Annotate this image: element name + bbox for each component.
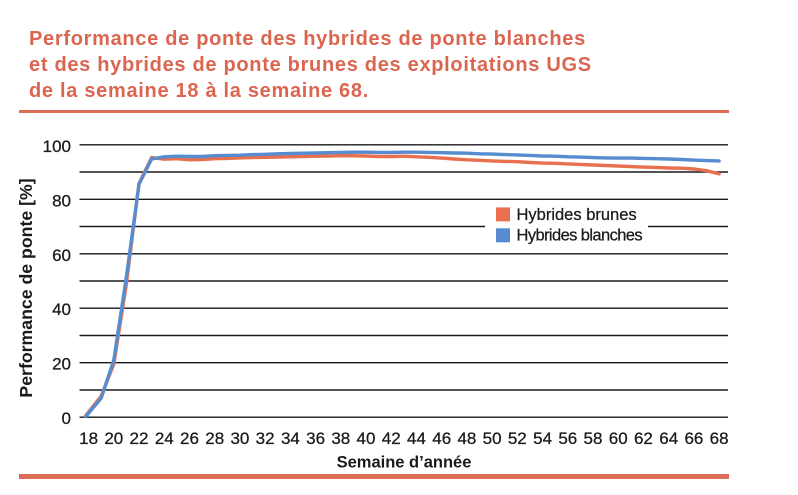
svg-text:32: 32 [256,429,275,448]
svg-text:36: 36 [306,429,325,448]
svg-text:18: 18 [79,429,98,448]
svg-text:66: 66 [684,429,703,448]
svg-text:44: 44 [407,429,426,448]
svg-text:Hybrides blanches: Hybrides blanches [517,227,643,245]
svg-text:48: 48 [457,429,476,448]
svg-text:60: 60 [609,429,628,448]
svg-text:62: 62 [634,429,653,448]
svg-text:58: 58 [584,429,603,448]
svg-text:20: 20 [52,355,71,374]
svg-text:34: 34 [281,429,300,448]
svg-text:80: 80 [52,191,71,210]
svg-text:30: 30 [230,429,249,448]
svg-text:46: 46 [432,429,451,448]
svg-text:42: 42 [382,429,401,448]
svg-text:56: 56 [558,429,577,448]
svg-text:50: 50 [483,429,502,448]
svg-text:100: 100 [43,137,71,156]
svg-text:68: 68 [710,429,729,448]
svg-text:Performance de ponte [%]: Performance de ponte [%] [16,178,36,397]
svg-text:22: 22 [130,429,149,448]
svg-text:24: 24 [155,429,174,448]
svg-text:60: 60 [52,246,71,265]
svg-text:Semaine d’année: Semaine d’année [337,454,472,472]
svg-text:20: 20 [104,429,123,448]
svg-text:64: 64 [659,429,678,448]
svg-text:0: 0 [62,409,71,428]
svg-text:28: 28 [205,429,224,448]
svg-text:26: 26 [180,429,199,448]
svg-text:40: 40 [52,300,71,319]
svg-text:54: 54 [533,429,552,448]
svg-text:52: 52 [508,429,527,448]
svg-text:38: 38 [331,429,350,448]
svg-text:Hybrides brunes: Hybrides brunes [517,206,637,224]
svg-text:40: 40 [357,429,376,448]
